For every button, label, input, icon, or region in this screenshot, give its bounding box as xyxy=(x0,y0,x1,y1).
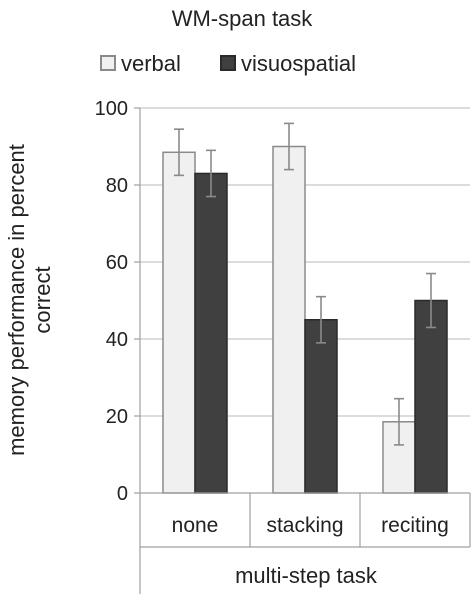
x-tick-labels: none stacking reciting xyxy=(172,514,449,537)
y-axis-label-line-2: correct xyxy=(30,266,55,333)
y-tick-label: 0 xyxy=(117,483,128,505)
bar-visuospatial-reciting xyxy=(414,299,448,494)
axes xyxy=(134,107,471,594)
error-bars xyxy=(174,122,436,446)
x-tick-label: reciting xyxy=(381,514,449,537)
y-tick-label: 100 xyxy=(95,98,128,120)
legend-label-visuospatial: visuospatial xyxy=(241,51,356,76)
y-tick-labels: 0 20 40 60 80 100 xyxy=(95,98,128,505)
bar-visuospatial-stacking xyxy=(304,319,338,494)
y-axis-label: memory performance in percent correct xyxy=(4,144,55,456)
x-tick-label: none xyxy=(172,514,219,537)
bar-verbal-stacking xyxy=(272,145,306,494)
legend-label-verbal: verbal xyxy=(121,51,181,76)
legend: verbal visuospatial xyxy=(100,51,356,76)
y-tick-label: 80 xyxy=(106,175,128,197)
bar-visuospatial-none xyxy=(194,172,228,494)
legend-swatch-verbal xyxy=(100,55,116,71)
y-axis-label-line-1: memory performance in percent xyxy=(4,144,29,456)
legend-swatch-visuospatial xyxy=(220,55,236,71)
y-tick-label: 40 xyxy=(106,329,128,351)
chart-title: WM-span task xyxy=(172,6,314,31)
x-axis-label: multi-step task xyxy=(235,563,378,588)
x-tick-label: stacking xyxy=(266,514,343,537)
bar-verbal-none xyxy=(162,151,196,494)
y-tick-label: 20 xyxy=(106,406,128,428)
y-tick-label: 60 xyxy=(106,252,128,274)
bars xyxy=(162,145,448,494)
